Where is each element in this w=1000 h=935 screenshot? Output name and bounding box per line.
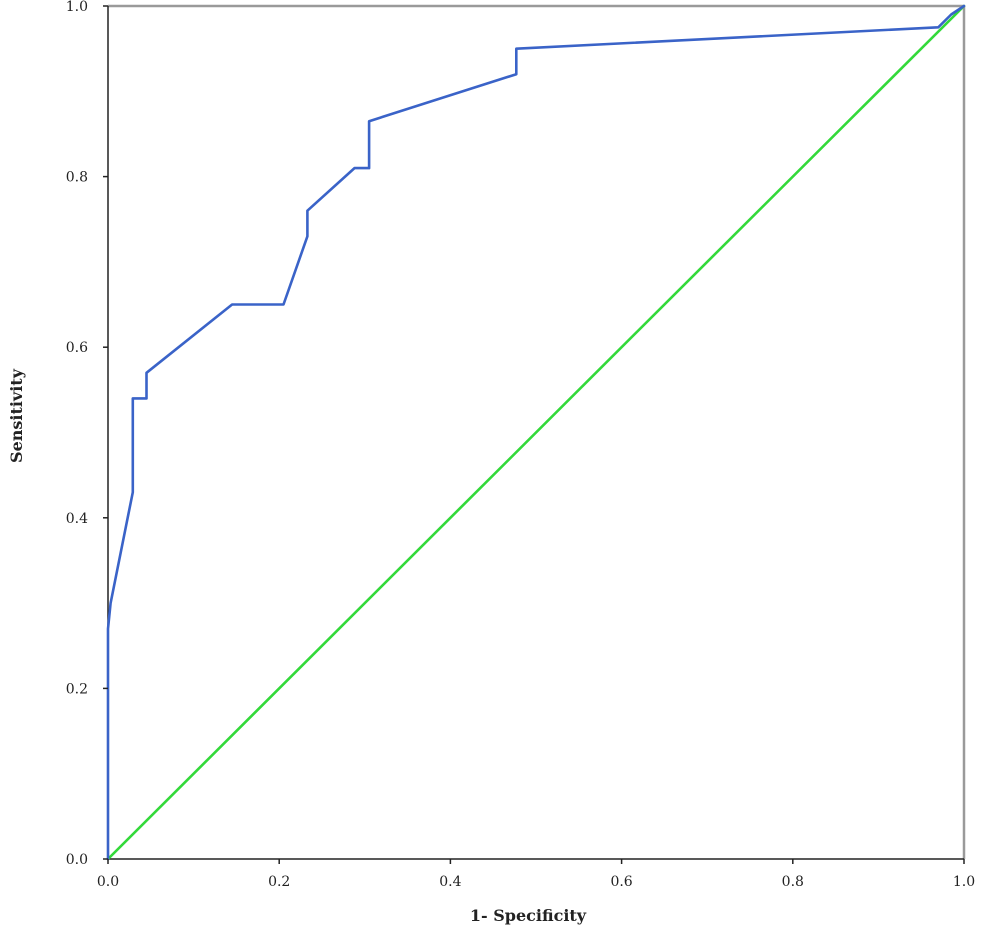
x-tick-label: 0.8 bbox=[782, 874, 804, 890]
x-tick-label: 0.0 bbox=[97, 874, 119, 890]
x-tick-label: 1.0 bbox=[953, 874, 975, 890]
y-tick-label: 0.6 bbox=[66, 340, 88, 356]
x-axis-label: 1- Specificity bbox=[470, 906, 587, 925]
y-tick-label: 0.8 bbox=[66, 170, 88, 186]
x-tick-label: 0.6 bbox=[610, 874, 632, 890]
y-tick-label: 0.0 bbox=[66, 852, 88, 868]
tick-layer: 0.0 0.2 0.4 0.6 0.8 1.0 0.0 0.2 0.4 0.6 0.8 1.0 bbox=[66, 0, 975, 890]
series-line-2 bbox=[106, 4, 966, 861]
series-layer bbox=[106, 4, 966, 861]
y-tick-label: 0.2 bbox=[66, 681, 88, 697]
x-tick-label: 0.4 bbox=[439, 874, 461, 890]
y-tick-label: 1.0 bbox=[66, 0, 88, 15]
series-line-1 bbox=[106, 4, 966, 861]
x-tick-label: 0.2 bbox=[268, 874, 290, 890]
y-axis-label: Sensitivity bbox=[7, 368, 26, 463]
y-tick-label: 0.4 bbox=[66, 511, 88, 527]
